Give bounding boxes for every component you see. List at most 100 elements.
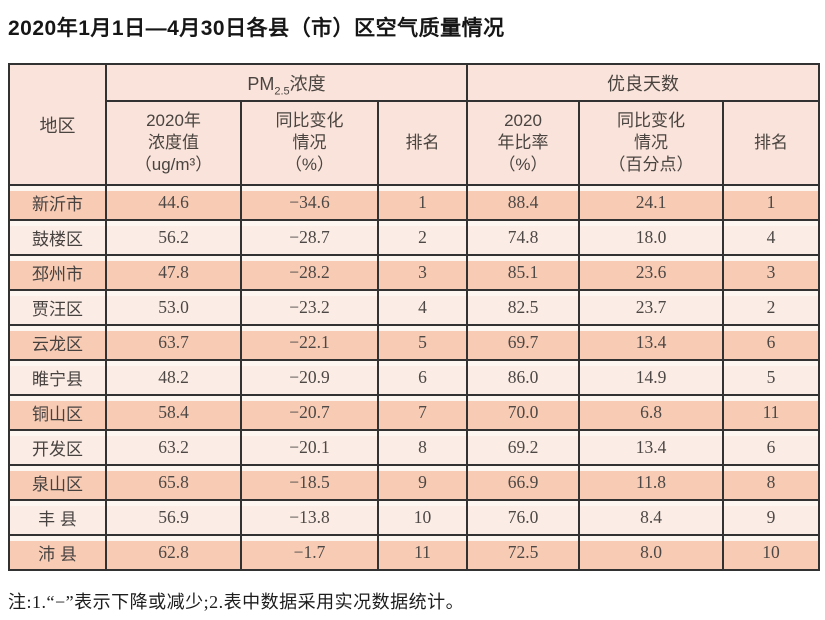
cell-region: 泉山区 [8,464,107,501]
cell-good-rate: 86.0 [466,359,580,396]
table-row: 云龙区 63.7 −22.1 5 69.7 13.4 6 [8,324,821,361]
cell-good-change: 8.4 [578,499,724,536]
footnote: 注:1.“−”表示下降或减少;2.表中数据采用实况数据统计。 [8,592,465,612]
table-body: 新沂市 44.6 −34.6 1 88.4 24.1 1 鼓楼区 56.2 −2… [8,184,821,571]
cell-good-change: 11.8 [578,464,724,501]
cell-pm25-value: 47.8 [105,254,242,291]
cell-pm25-rank: 9 [377,464,468,501]
cell-good-rank: 1 [721,184,821,221]
header-good-rank: 排名 [721,100,821,186]
cell-pm25-rank: 7 [377,394,468,431]
cell-pm25-rank: 1 [377,184,468,221]
cell-pm25-rank: 3 [377,254,468,291]
cell-region: 贾汪区 [8,289,107,326]
header-pm25-group: PM2.5浓度 [105,63,468,102]
cell-pm25-value: 44.6 [105,184,242,221]
cell-pm25-value: 63.7 [105,324,242,361]
cell-good-rate: 82.5 [466,289,580,326]
cell-good-rate: 70.0 [466,394,580,431]
cell-pm25-rank: 2 [377,219,468,256]
pm25-subscript: 2.5 [274,85,290,98]
cell-good-rank: 6 [721,429,821,466]
cell-pm25-change: −28.7 [240,219,379,256]
cell-pm25-rank: 6 [377,359,468,396]
header-good-rate: 2020 年比率 （%） [466,100,580,186]
cell-pm25-value: 53.0 [105,289,242,326]
cell-region: 睢宁县 [8,359,107,396]
cell-good-change: 23.6 [578,254,724,291]
cell-good-change: 23.7 [578,289,724,326]
table-header: 地区 PM2.5浓度 优良天数 2020年 浓度值 （ug/m³） 同比变化 情… [8,63,821,186]
cell-good-rate: 69.2 [466,429,580,466]
cell-good-rate: 74.8 [466,219,580,256]
cell-pm25-change: −1.7 [240,534,379,571]
cell-good-rank: 11 [721,394,821,431]
cell-pm25-rank: 11 [377,534,468,571]
cell-pm25-change: −20.1 [240,429,379,466]
cell-region: 云龙区 [8,324,107,361]
cell-good-change: 6.8 [578,394,724,431]
cell-pm25-value: 65.8 [105,464,242,501]
header-good-days-group: 优良天数 [465,63,821,102]
cell-pm25-change: −23.2 [240,289,379,326]
cell-good-rank: 8 [721,464,821,501]
cell-good-change: 18.0 [578,219,724,256]
cell-pm25-change: −22.1 [240,324,379,361]
cell-good-rank: 6 [721,324,821,361]
cell-good-rate: 66.9 [466,464,580,501]
table-row: 沛 县 62.8 −1.7 11 72.5 8.0 10 [8,534,821,571]
cell-pm25-change: −34.6 [240,184,379,221]
table-row: 邳州市 47.8 −28.2 3 85.1 23.6 3 [8,254,821,291]
cell-pm25-value: 48.2 [105,359,242,396]
cell-region: 新沂市 [8,184,107,221]
cell-pm25-rank: 10 [377,499,468,536]
table-row: 睢宁县 48.2 −20.9 6 86.0 14.9 5 [8,359,821,396]
cell-good-change: 24.1 [578,184,724,221]
cell-good-change: 14.9 [578,359,724,396]
cell-good-rate: 76.0 [466,499,580,536]
cell-region: 铜山区 [8,394,107,431]
air-quality-table: 地区 PM2.5浓度 优良天数 2020年 浓度值 （ug/m³） 同比变化 情… [8,63,821,571]
cell-good-rank: 10 [721,534,821,571]
header-group-row: 地区 PM2.5浓度 优良天数 [8,63,821,186]
cell-good-rank: 2 [721,289,821,326]
table-row: 开发区 63.2 −20.1 8 69.2 13.4 6 [8,429,821,466]
cell-pm25-value: 56.2 [105,219,242,256]
cell-good-rank: 5 [721,359,821,396]
table-row: 铜山区 58.4 −20.7 7 70.0 6.8 11 [8,394,821,431]
cell-pm25-value: 56.9 [105,499,242,536]
cell-region: 丰 县 [8,499,107,536]
cell-pm25-value: 62.8 [105,534,242,571]
header-sub-row: 2020年 浓度值 （ug/m³） 同比变化 情况 （%） 排名 2020 年比… [9,100,821,186]
cell-pm25-change: −20.9 [240,359,379,396]
cell-good-rate: 69.7 [466,324,580,361]
cell-pm25-rank: 5 [377,324,468,361]
cell-good-rate: 85.1 [466,254,580,291]
header-pm25-rank: 排名 [377,100,468,186]
cell-good-rate: 72.5 [466,534,580,571]
table-row: 新沂市 44.6 −34.6 1 88.4 24.1 1 [8,184,821,221]
table-row: 鼓楼区 56.2 −28.7 2 74.8 18.0 4 [8,219,821,256]
cell-pm25-value: 63.2 [105,429,242,466]
pm25-group-label: PM2.5浓度 [247,73,326,98]
header-pm25-value: 2020年 浓度值 （ug/m³） [105,100,242,186]
cell-pm25-change: −20.7 [240,394,379,431]
cell-good-rank: 9 [721,499,821,536]
table-row: 泉山区 65.8 −18.5 9 66.9 11.8 8 [8,464,821,501]
cell-pm25-rank: 8 [377,429,468,466]
header-region: 地区 [8,63,107,186]
table-row: 贾汪区 53.0 −23.2 4 82.5 23.7 2 [8,289,821,326]
cell-pm25-rank: 4 [377,289,468,326]
cell-region: 沛 县 [8,534,107,571]
cell-good-change: 13.4 [578,429,724,466]
cell-pm25-change: −28.2 [240,254,379,291]
header-pm25-change: 同比变化 情况 （%） [240,100,379,186]
cell-good-rate: 88.4 [466,184,580,221]
cell-pm25-value: 58.4 [105,394,242,431]
cell-region: 邳州市 [8,254,107,291]
cell-good-rank: 4 [721,219,821,256]
cell-good-rank: 3 [721,254,821,291]
cell-good-change: 8.0 [578,534,724,571]
cell-region: 鼓楼区 [8,219,107,256]
cell-good-change: 13.4 [578,324,724,361]
